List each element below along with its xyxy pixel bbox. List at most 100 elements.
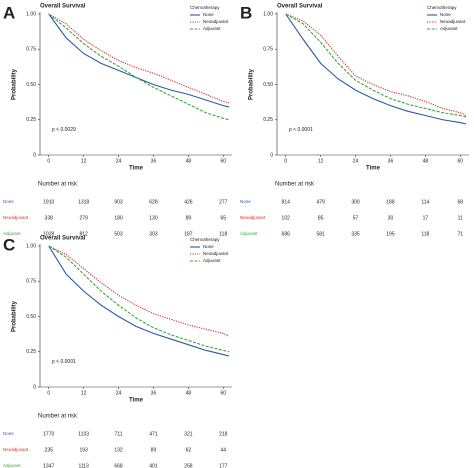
y-tick-label: 0	[33, 152, 36, 158]
risk-count: 193	[79, 447, 88, 453]
chart-title: Overall Survival	[40, 4, 86, 10]
risk-count: 1103	[78, 431, 89, 437]
x-axis-label: Time	[129, 398, 144, 404]
risk-count: 668	[114, 463, 123, 468]
risk-count: 218	[219, 431, 228, 437]
legend-label: Neoadjuvant	[203, 251, 229, 256]
risk-count: 62	[186, 447, 192, 453]
risk-count: 300	[351, 199, 360, 205]
annotation: p < 0.0001	[52, 359, 76, 365]
y-tick-label: 0	[33, 384, 36, 390]
survival-line	[285, 13, 467, 118]
annotation: p < 0.0001	[289, 127, 313, 133]
table-title: Number at risk	[275, 182, 315, 188]
y-axis-label: Probability	[12, 300, 18, 332]
risk-count: 1039	[43, 231, 54, 237]
x-tick-label: 12	[81, 158, 87, 164]
x-tick-label: 0	[47, 158, 50, 164]
y-tick-label: 1.00	[26, 243, 36, 249]
risk-count: 479	[316, 199, 325, 205]
panel: B Overall Survival Probability Time 0 0.25 0.5…	[240, 3, 469, 237]
chart-title: Overall Survival	[40, 236, 86, 242]
risk-count: 188	[386, 199, 395, 205]
risk-count: 118	[421, 231, 429, 237]
risk-count: 30	[388, 215, 394, 221]
risk-row-label: None	[240, 199, 251, 204]
x-tick-label: 36	[151, 158, 157, 164]
risk-count: 89	[151, 447, 157, 453]
risk-count: 401	[149, 463, 158, 468]
risk-count: 130	[149, 215, 158, 221]
risk-count: 903	[114, 199, 123, 205]
legend-label: Neoadjuvant	[440, 19, 466, 24]
legend-title: Chemotherapy	[190, 5, 220, 10]
risk-row-label: Neoadjuvant	[240, 215, 266, 220]
table-title: Number at risk	[38, 414, 78, 420]
legend-label: None	[203, 12, 214, 17]
survival-line	[48, 13, 230, 108]
risk-count: 321	[184, 431, 193, 437]
x-tick-label: 24	[116, 158, 122, 164]
risk-count: 114	[421, 199, 429, 205]
risk-count: 57	[353, 215, 359, 221]
risk-count: 812	[79, 231, 88, 237]
table-title: Number at risk	[38, 182, 78, 188]
y-tick-label: 0.25	[26, 117, 36, 123]
risk-row-label: Neoadjuvant	[3, 447, 29, 452]
risk-count: 195	[386, 231, 395, 237]
risk-count: 1910	[43, 199, 54, 205]
x-tick-label: 48	[186, 158, 192, 164]
y-tick-label: 0	[270, 152, 273, 158]
x-tick-label: 36	[151, 390, 157, 396]
y-tick-label: 0.25	[26, 349, 36, 355]
y-tick-label: 0.50	[26, 314, 36, 320]
y-axis-label: Probability	[249, 68, 255, 100]
x-tick-label: 60	[220, 158, 226, 164]
panel-label: B	[240, 3, 252, 22]
x-tick-label: 0	[284, 158, 287, 164]
panel-label: A	[3, 3, 15, 22]
x-tick-label: 60	[220, 390, 226, 396]
risk-count: 426	[184, 199, 193, 205]
survival-line	[48, 13, 230, 121]
risk-count: 71	[457, 231, 463, 237]
risk-count: 303	[149, 231, 158, 237]
risk-row-label: Neoadjuvant	[3, 215, 29, 220]
x-tick-label: 12	[81, 390, 87, 396]
y-tick-label: 0.25	[263, 117, 273, 123]
y-tick-label: 0.50	[263, 82, 273, 88]
risk-row-label: None	[3, 431, 14, 436]
x-tick-label: 48	[186, 390, 192, 396]
legend-label: None	[203, 244, 214, 249]
risk-count: 187	[184, 231, 193, 237]
legend-label: None	[440, 12, 451, 17]
risk-count: 711	[115, 431, 123, 437]
y-tick-label: 0.75	[26, 279, 36, 285]
x-tick-label: 60	[457, 158, 463, 164]
y-tick-label: 0.50	[26, 82, 36, 88]
risk-count: 65	[220, 215, 226, 221]
legend-title: Chemotherapy	[190, 237, 220, 242]
legend-label: Adjuvant	[440, 26, 458, 31]
risk-count: 338	[45, 215, 54, 221]
risk-count: 68	[457, 199, 463, 205]
chart-title: Overall Survival	[277, 4, 323, 10]
risk-count: 1318	[78, 199, 89, 205]
risk-count: 180	[114, 215, 123, 221]
x-tick-label: 36	[388, 158, 394, 164]
legend-label: Adjuvant	[203, 26, 221, 31]
risk-count: 102	[282, 215, 291, 221]
risk-count: 277	[219, 199, 228, 205]
risk-count: 471	[149, 431, 158, 437]
y-tick-label: 1.00	[26, 11, 36, 17]
risk-count: 17	[423, 215, 429, 221]
survival-line	[48, 245, 230, 337]
y-axis-label: Probability	[12, 68, 18, 100]
risk-count: 89	[186, 215, 192, 221]
x-tick-label: 24	[116, 390, 122, 396]
panel: A Overall Survival Probability Time 0 0.25 0.5…	[3, 3, 232, 237]
y-tick-label: 0.75	[26, 47, 36, 53]
risk-count: 177	[219, 463, 228, 468]
risk-count: 11	[458, 215, 463, 221]
risk-count: 85	[318, 215, 324, 221]
